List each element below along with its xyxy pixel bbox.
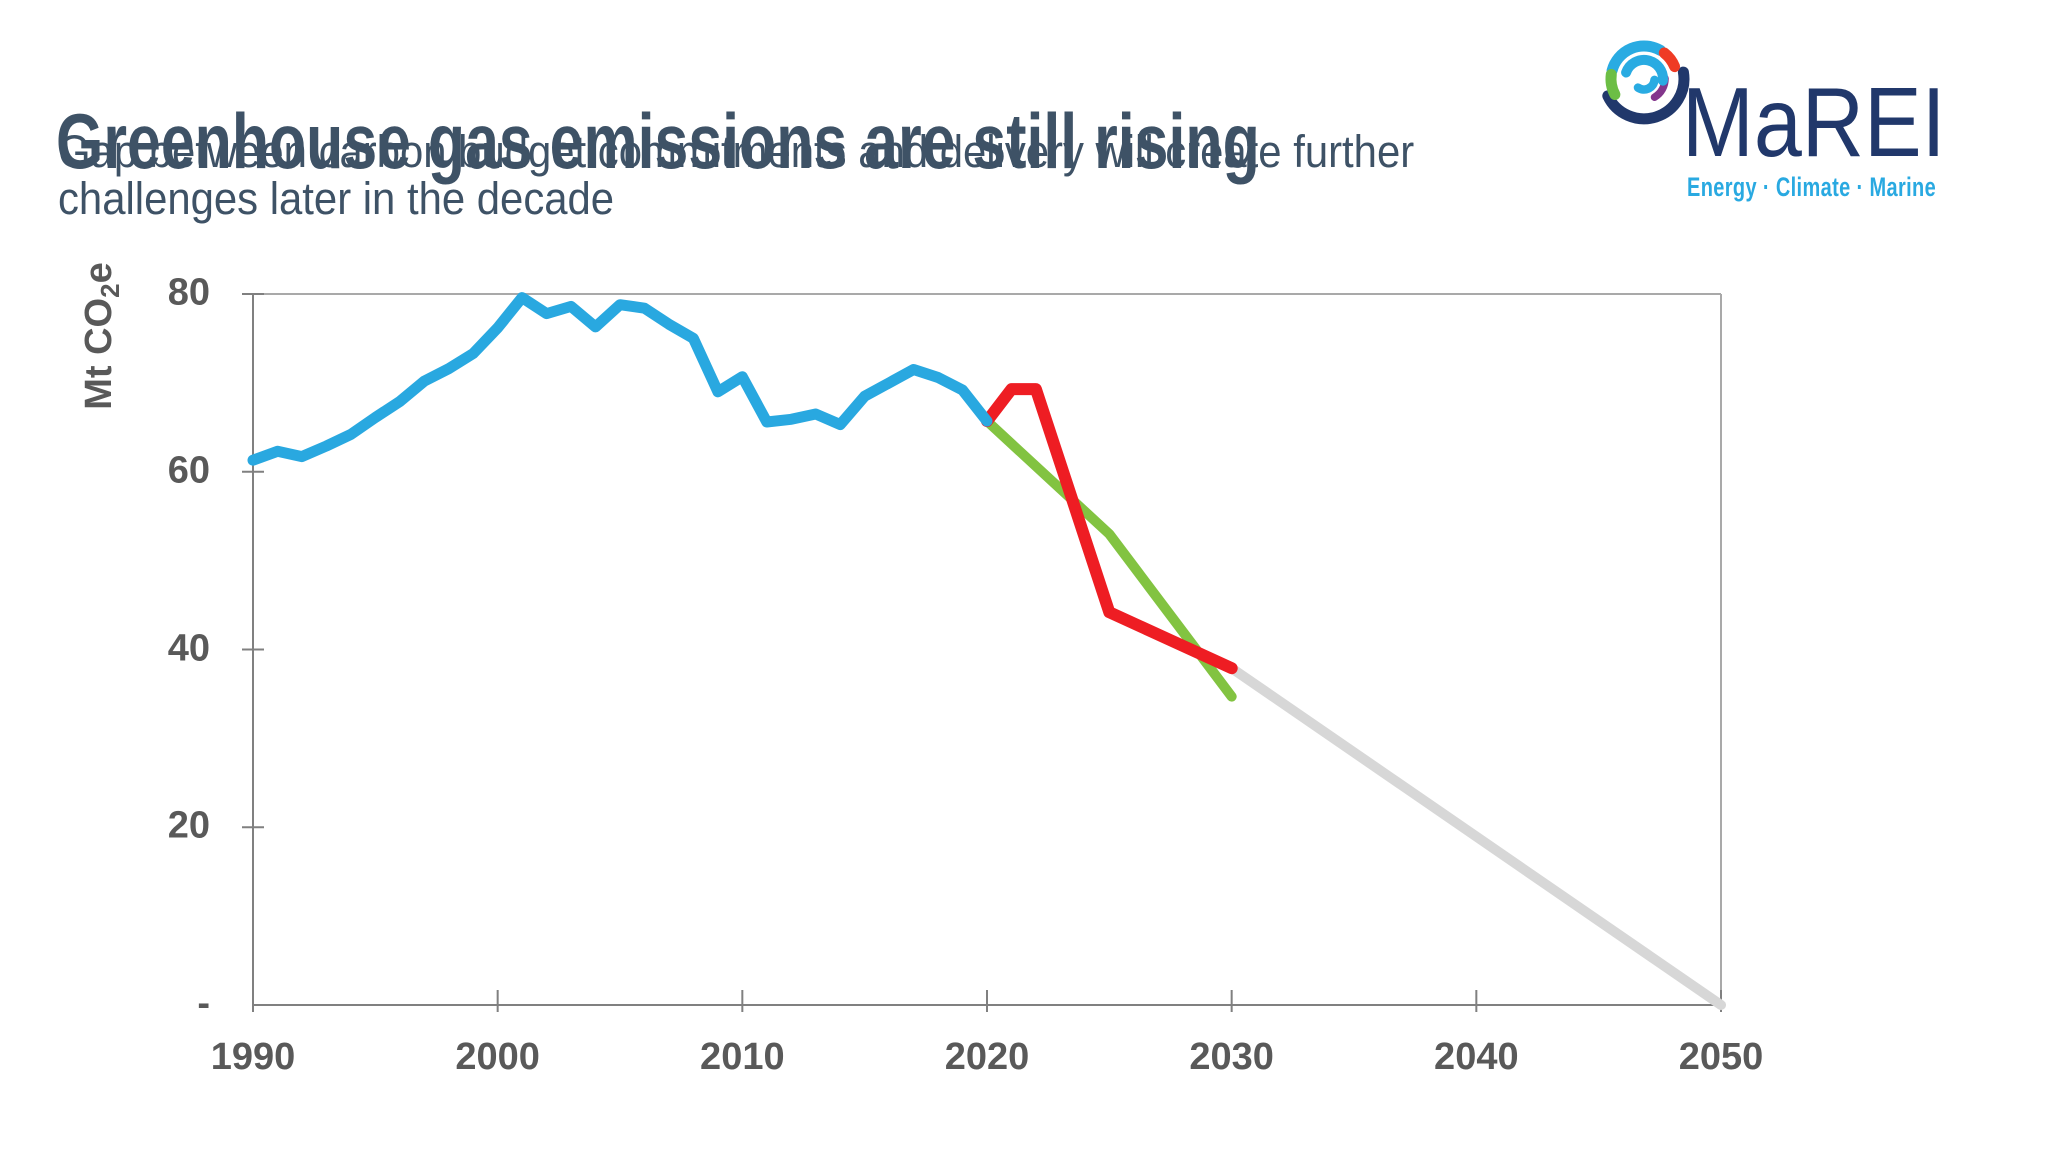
logo-swirl-inner-icon (1633, 75, 1659, 94)
logo-arc-red-icon (1658, 47, 1681, 73)
x-axis-label-2030: 2030 (1189, 1036, 1274, 1078)
x-axis-label-1990: 1990 (210, 1036, 296, 1078)
y-axis-label-60: 60 (167, 449, 210, 492)
y-axis-label-80: 80 (167, 271, 210, 314)
series-carbon-budget-commitment-path-line (982, 416, 1237, 702)
logo-arc-lightblue-icon (1606, 40, 1666, 76)
series-net-zero-2050-path-line (1226, 663, 1726, 1010)
marei-logo-tagline: Energy · Climate · Marine (1687, 172, 1937, 202)
y-axis-label-20: 20 (167, 804, 210, 847)
page-title: Greenhouse gas emissions are still risin… (56, 97, 1260, 186)
x-axis-label-2020: 2020 (944, 1036, 1030, 1078)
series-projected-emissions-2020-2030-line (981, 383, 1238, 675)
y-axis-label-40: 40 (167, 626, 210, 669)
page-subtitle-line1: Gap between carbon budget commitments an… (58, 126, 1415, 177)
page-subtitle-line2: challenges later in the decade (58, 173, 615, 224)
x-axis-label-2050: 2050 (1678, 1036, 1764, 1078)
marei-logo-icon (1602, 40, 1690, 125)
logo-arc-navy-icon (1602, 66, 1690, 125)
x-axis-label-2040: 2040 (1434, 1036, 1519, 1078)
logo-swirl-outer-icon (1621, 54, 1668, 86)
y-axis-label-0: - (197, 982, 210, 1025)
marei-logo-wordmark: MaREI (1682, 67, 1946, 177)
logo-arc-green-icon (1605, 68, 1621, 100)
x-axis-label-2010: 2010 (700, 1036, 785, 1078)
x-axis-label-2000: 2000 (455, 1036, 540, 1078)
series-actual-emissions-1990-2020-line (247, 292, 993, 466)
